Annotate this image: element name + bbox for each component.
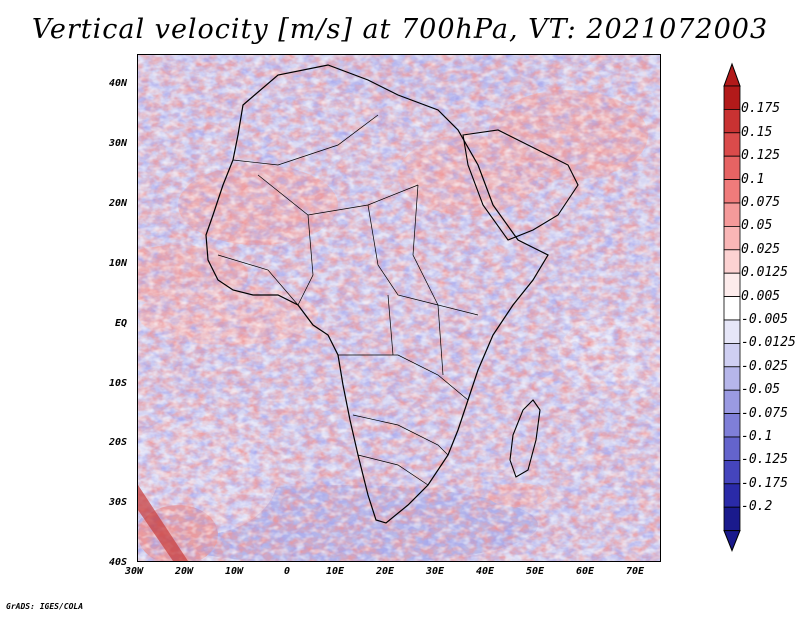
colorbar-swatch <box>723 319 741 344</box>
lon-label-0: 0 <box>284 566 291 577</box>
colorbar-label: 0.125 <box>741 148 781 164</box>
lon-label-50e: 50E <box>526 566 545 577</box>
lat-label-30s: 30S <box>109 497 128 508</box>
lat-label-20s: 20S <box>109 437 128 448</box>
lat-label-10s: 10S <box>109 378 128 389</box>
colorbar-swatch <box>723 272 741 297</box>
colorbar-swatch <box>723 413 741 438</box>
lon-label-70e: 70E <box>626 566 645 577</box>
colorbar-label: -0.175 <box>741 475 788 491</box>
arabia-coastline <box>462 129 579 241</box>
colorbar-label: -0.005 <box>741 312 788 327</box>
colorbar-label: 0.075 <box>741 195 781 210</box>
colorbar-swatch <box>723 342 741 368</box>
colorbar-swatch <box>723 366 741 391</box>
colorbar-arrow-top <box>723 62 741 87</box>
colorbar-swatch <box>723 109 741 134</box>
colorbar-swatch <box>723 506 741 532</box>
colorbar-label: -0.05 <box>741 382 781 398</box>
lon-label-20e: 20E <box>376 566 395 577</box>
lat-label-40n: 40N <box>109 78 128 89</box>
colorbar-label: 0.1 <box>741 171 765 187</box>
colorbar-swatch <box>723 389 741 415</box>
vertical-velocity-field <box>138 55 660 561</box>
colorbar-label: -0.1 <box>741 429 773 444</box>
colorbar-label: -0.2 <box>741 499 773 515</box>
credit-text: GrADS: IGES/COLA <box>6 602 84 611</box>
lon-label-30w: 30W <box>125 566 144 577</box>
colorbar-swatch <box>723 459 741 485</box>
colorbar-swatch <box>723 132 741 157</box>
map-panel <box>137 54 661 562</box>
colorbar-label: -0.0125 <box>741 335 796 351</box>
colorbar <box>723 62 741 552</box>
colorbar-label: -0.125 <box>741 452 788 468</box>
colorbar-swatch <box>723 179 741 204</box>
lat-label-eq: EQ <box>115 318 128 329</box>
lat-label-40s: 40S <box>109 557 128 568</box>
lon-label-40e: 40E <box>476 566 495 577</box>
africa-coastline <box>205 64 549 524</box>
colorbar-label: 0.0125 <box>741 265 788 281</box>
lon-label-30e: 30E <box>426 566 445 577</box>
colorbar-arrow-bottom <box>723 530 741 552</box>
colorbar-label: 0.005 <box>741 288 781 304</box>
colorbar-swatch <box>723 249 741 274</box>
colorbar-swatch <box>723 296 741 321</box>
lon-label-20w: 20W <box>175 566 194 577</box>
lat-label-30n: 30N <box>109 138 128 149</box>
colorbar-swatch <box>723 225 741 251</box>
colorbar-label: 0.175 <box>741 101 781 117</box>
colorbar-swatch <box>723 436 741 461</box>
map-title: Vertical velocity [m/s] at 700hPa, VT: 2… <box>31 14 769 45</box>
colorbar-swatch <box>723 155 741 180</box>
colorbar-label: 0.15 <box>741 124 773 140</box>
colorbar-label: 0.05 <box>741 218 773 234</box>
colorbar-swatch <box>723 85 741 110</box>
madagascar-coastline <box>509 399 541 478</box>
lat-label-20n: 20N <box>109 198 128 209</box>
colorbar-label: -0.075 <box>741 405 788 421</box>
lat-label-10n: 10N <box>109 258 128 269</box>
lon-label-10w: 10W <box>225 566 244 577</box>
colorbar-swatch <box>723 483 741 508</box>
colorbar-label: 0.025 <box>741 241 781 257</box>
lon-label-60e: 60E <box>576 566 595 577</box>
lon-label-10e: 10E <box>326 566 345 577</box>
colorbar-label: -0.025 <box>741 358 788 374</box>
colorbar-swatch <box>723 202 741 227</box>
